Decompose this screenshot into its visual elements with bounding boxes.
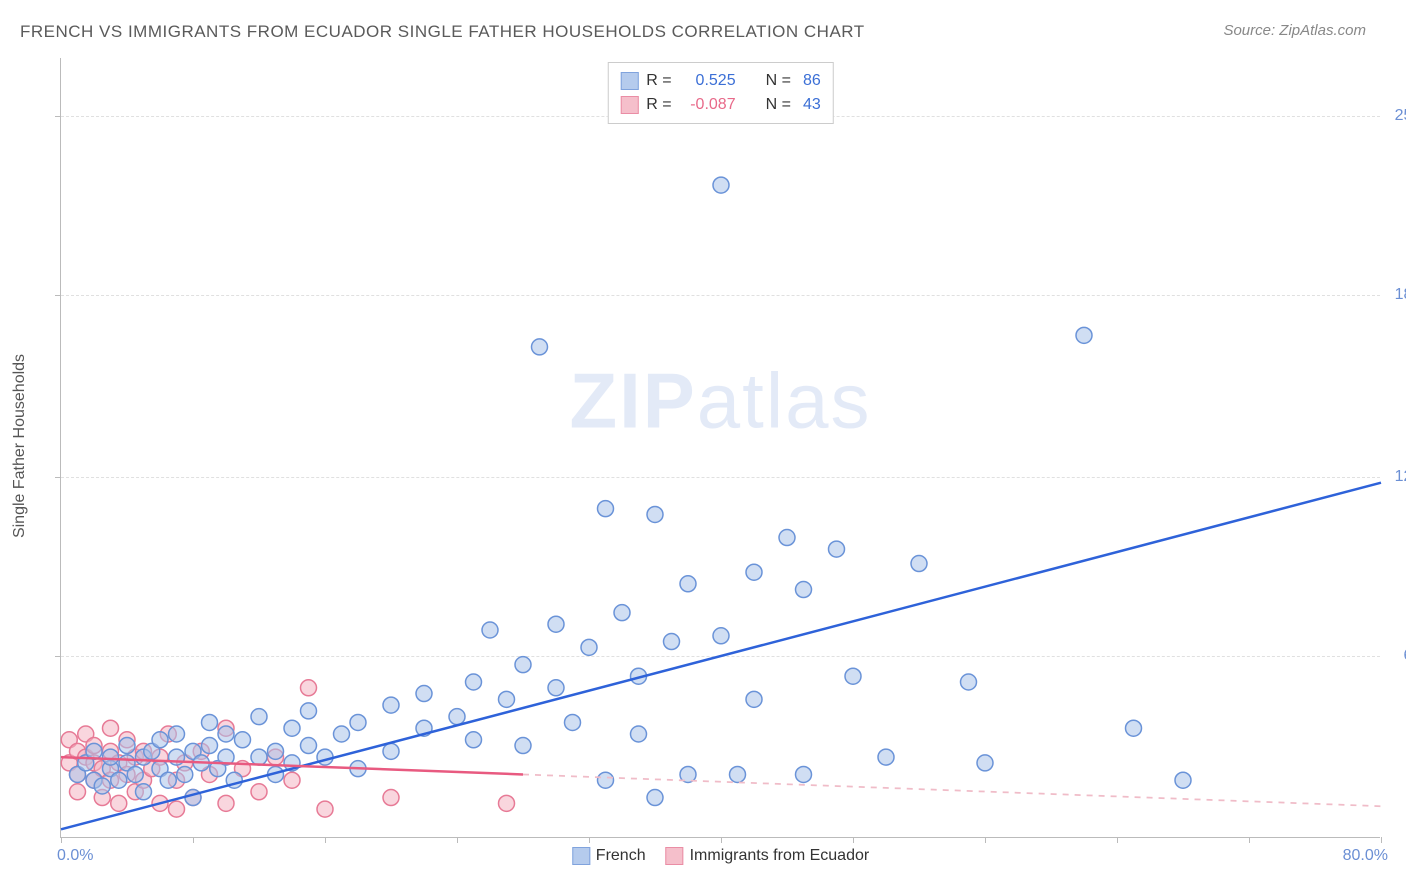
y-tick-label: 18.8%	[1385, 286, 1406, 304]
chart-title: FRENCH VS IMMIGRANTS FROM ECUADOR SINGLE…	[20, 22, 865, 42]
stats-row-french: R = 0.525 N = 86	[620, 69, 820, 93]
legend-swatch-ecuador	[666, 847, 684, 865]
stats-legend-box: R = 0.525 N = 86 R = -0.087 N = 43	[607, 62, 833, 124]
legend-item-french: French	[572, 847, 646, 865]
y-tick-label: 25.0%	[1385, 107, 1406, 125]
legend-label-ecuador: Immigrants from Ecuador	[690, 847, 870, 865]
y-axis-label: Single Father Households	[11, 354, 29, 538]
r-label-french: R =	[646, 69, 671, 93]
r-label-ecuador: R =	[646, 93, 671, 117]
legend-swatch-french	[572, 847, 590, 865]
bottom-legend: French Immigrants from Ecuador	[572, 847, 869, 865]
n-value-french: 86	[803, 69, 821, 93]
r-value-french: 0.525	[684, 69, 736, 93]
r-value-ecuador: -0.087	[684, 93, 736, 117]
n-label-french: N =	[766, 69, 791, 93]
n-label-ecuador: N =	[766, 93, 791, 117]
chart-svg	[61, 58, 1380, 837]
stats-row-ecuador: R = -0.087 N = 43	[620, 93, 820, 117]
source-attribution: Source: ZipAtlas.com	[1223, 22, 1366, 39]
swatch-ecuador	[620, 96, 638, 114]
y-tick-label: 6.3%	[1385, 647, 1406, 665]
x-max-label: 80.0%	[1343, 847, 1388, 865]
n-value-ecuador: 43	[803, 93, 821, 117]
x-origin-label: 0.0%	[57, 847, 93, 865]
swatch-french	[620, 72, 638, 90]
plot-area: ZIPatlas 6.3%12.5%18.8%25.0% R = 0.525 N…	[60, 58, 1380, 838]
y-tick-label: 12.5%	[1385, 468, 1406, 486]
legend-label-french: French	[596, 847, 646, 865]
legend-item-ecuador: Immigrants from Ecuador	[666, 847, 870, 865]
